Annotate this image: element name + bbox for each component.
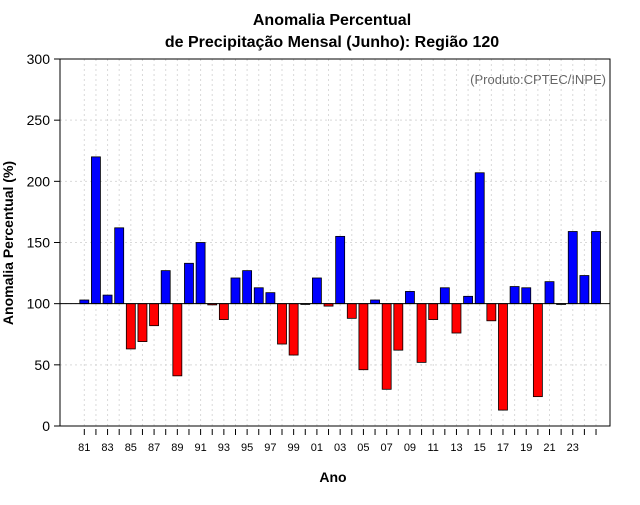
bar-16: [265, 292, 276, 305]
x-tick-label: 13: [450, 442, 462, 454]
bar-23: [346, 303, 357, 319]
bar-26: [381, 303, 392, 390]
chart-subtitle: de Precipitação Mensal (Junho): Região 1…: [165, 34, 499, 51]
bar-37: [509, 286, 520, 305]
bar-36: [498, 303, 508, 411]
x-tick-label: 19: [520, 442, 532, 454]
bar-39: [532, 303, 543, 398]
y-axis-label: Anomalia Percentual (%): [0, 161, 16, 325]
bar-25: [370, 299, 380, 305]
bar-42: [567, 231, 578, 305]
bar-18: [288, 303, 299, 356]
bar-38: [521, 287, 532, 305]
x-tick-label: 99: [288, 442, 300, 454]
bar-43: [579, 275, 590, 305]
x-tick-label: 83: [101, 442, 113, 454]
x-tick-label: 89: [171, 442, 183, 454]
bar-30: [428, 303, 439, 320]
x-tick-label: 95: [241, 442, 253, 454]
x-tick-label: 11: [427, 442, 438, 454]
x-tick-label: 01: [311, 442, 323, 454]
bar-13: [230, 277, 241, 305]
y-tick-label: 200: [27, 173, 51, 189]
bar-6: [149, 303, 159, 327]
x-tick-label: 05: [357, 442, 369, 454]
bar-14: [242, 270, 253, 305]
y-tick-label: 250: [27, 112, 51, 128]
bar-29: [416, 303, 427, 363]
y-tick-label: 150: [27, 235, 51, 251]
x-tick-label: 17: [497, 442, 509, 454]
y-tick-label: 100: [27, 296, 51, 312]
bar-4: [125, 303, 136, 350]
y-tick-label: 0: [42, 418, 50, 434]
bar-0: [79, 299, 90, 305]
bar-2: [102, 294, 113, 305]
gridlines: [60, 59, 610, 426]
bar-3: [114, 227, 125, 305]
bar-12: [218, 303, 229, 320]
x-tick-label: 15: [474, 442, 486, 454]
x-tick-label: 93: [218, 442, 230, 454]
x-tick-label: 09: [404, 442, 416, 454]
chart-title: Anomalia Percentual: [253, 12, 411, 29]
bar-15: [253, 287, 264, 305]
bar-22: [335, 235, 346, 305]
x-tick-label: 85: [125, 442, 137, 454]
y-tick-label: 50: [34, 357, 50, 373]
x-tick-label: 87: [148, 442, 160, 454]
bar-20: [311, 277, 322, 305]
bar-1: [91, 156, 101, 305]
bar-24: [358, 303, 369, 371]
bar-9: [184, 262, 194, 305]
bar-33: [463, 295, 473, 305]
x-tick-label: 07: [381, 442, 393, 454]
x-tick-label: 81: [78, 442, 90, 454]
bar-10: [195, 242, 206, 305]
x-tick-label: 21: [543, 442, 555, 454]
bar-7: [160, 270, 171, 305]
x-tick-label: 91: [194, 442, 206, 454]
bar-31: [439, 287, 450, 305]
bar-17: [277, 303, 287, 345]
bars: [79, 156, 601, 411]
bar-27: [393, 303, 404, 351]
bar-35: [486, 303, 497, 322]
y-tick-label: 300: [27, 51, 51, 67]
x-tick-label: 23: [567, 442, 579, 454]
bar-32: [451, 303, 462, 334]
x-axis-label: Ano: [319, 469, 346, 485]
bar-44: [591, 231, 601, 305]
bar-40: [544, 281, 555, 305]
bar-34: [474, 172, 485, 305]
bar-28: [405, 291, 415, 305]
bar-8: [172, 303, 183, 377]
x-tick-label: 97: [264, 442, 276, 454]
bar-5: [137, 303, 148, 342]
x-tick-label: 03: [334, 442, 346, 454]
